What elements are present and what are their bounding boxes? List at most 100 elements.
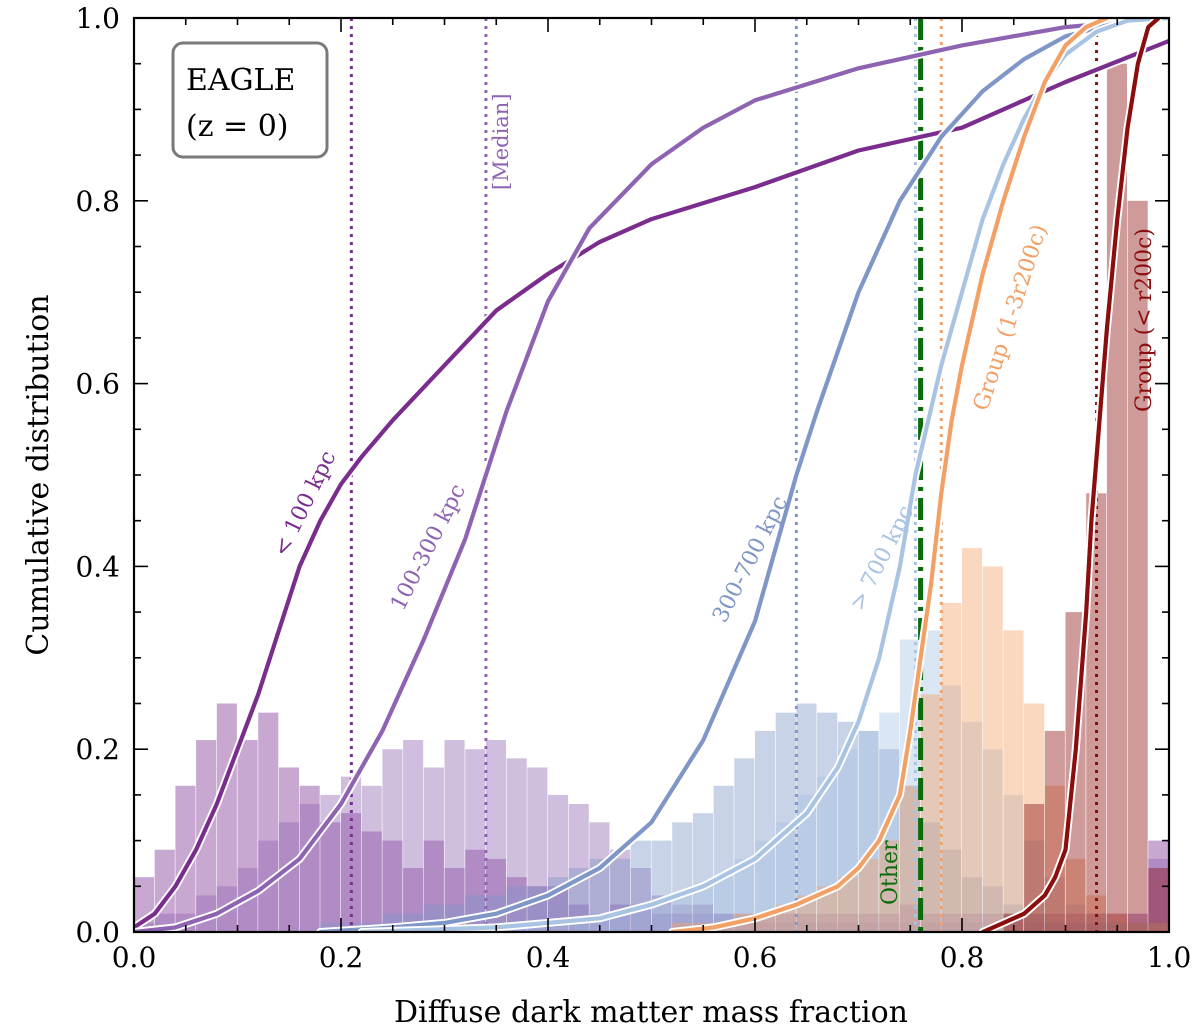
x-tick-label: 0.8 [940,941,985,974]
hist-bar-lt100-33 [817,913,838,932]
hist-bar-group_outer-38 [920,694,941,932]
hist-bar-c100_300-38 [920,922,941,932]
hist-bar-c100_300-40 [962,922,983,932]
hist-bar-c100_300-36 [879,922,900,932]
hist-bar-c100_300-20 [548,794,569,932]
hist-bar-lt100-8 [299,785,320,932]
hist-bar-group_inner-46 [1086,493,1107,932]
hist-bar-c300_700-25 [651,840,672,932]
hist-bar-group_outer-37 [899,785,920,932]
hist-bar-c100_300-15 [444,740,465,932]
hist-bar-gt700-48 [1127,922,1148,932]
hist-bar-group_outer-48 [1127,922,1148,932]
hist-bar-lt100-7 [278,767,299,932]
hist-bar-c100_300-39 [941,922,962,932]
x-tick-label: 1.0 [1147,941,1192,974]
hist-bar-c100_300-34 [837,922,858,932]
hist-bar-group_inner-49 [1148,868,1169,932]
hist-bar-c100_300-13 [403,740,424,932]
curve-label-group-outer: Group (1-3r200c) [969,222,1053,414]
hist-bar-c100_300-12 [382,749,403,932]
hist-bar-lt100-10 [341,813,362,932]
hist-bar-c300_700-40 [962,877,983,932]
hist-bar-group_outer-35 [858,858,879,932]
hist-bar-gt700-35 [858,730,879,932]
hist-bar-c300_700-38 [920,822,941,932]
hist-bar-c300_700-46 [1086,922,1107,932]
hist-bar-gt700-38 [920,630,941,932]
hist-bar-c300_700-43 [1024,913,1045,932]
hist-bar-gt700-42 [1003,794,1024,932]
hist-bar-lt100-45 [1065,913,1086,932]
hist-bar-group_outer-45 [1065,858,1086,932]
hist-bar-gt700-29 [734,858,755,932]
cdf-line-c300_700 [318,18,1169,932]
hist-bar-gt700-26 [672,895,693,932]
y-axis-title: Cumulative distribution [21,294,56,655]
hist-bar-c100_300-43 [1024,922,1045,932]
hist-bar-c300_700-35 [858,730,879,932]
hist-bar-gt700-20 [548,922,569,932]
hist-bar-c100_300-49 [1148,858,1169,932]
hist-bar-c100_300-46 [1086,922,1107,932]
hist-bar-c100_300-14 [423,767,444,932]
hist-bar-c300_700-31 [775,712,796,932]
legend-box: EAGLE (z = 0) [171,41,329,159]
hist-bar-group_inner-44 [1044,730,1065,932]
hist-bar-c100_300-35 [858,922,879,932]
hist-bar-c300_700-41 [982,886,1003,932]
hist-bar-c300_700-30 [755,730,776,932]
y-tick-label: 1.0 [75,2,120,35]
hist-bar-c100_300-17 [485,740,506,932]
hist-bar-gt700-21 [568,922,589,932]
cdf-curves-layer [134,18,1169,932]
hist-bar-group_outer-46 [1086,895,1107,932]
y-tick-label: 0.0 [75,916,120,949]
hist-bar-lt100-44 [1044,913,1065,932]
cdf-line-lt100 [134,38,1169,930]
hist-bar-gt700-39 [941,685,962,932]
x-tick-label: 0.6 [733,941,778,974]
hist-bar-gt700-27 [692,886,713,932]
hist-bar-group_inner-48 [1127,200,1148,932]
hist-bar-lt100-38 [920,913,941,932]
hist-bar-c300_700-39 [941,849,962,932]
hist-bar-lt100-12 [382,840,403,932]
hist-bar-c300_700-33 [817,712,838,932]
x-tick-label: 0.2 [319,941,364,974]
hist-bar-group_outer-39 [941,602,962,932]
hist-bar-lt100-25 [651,913,672,932]
hist-bar-lt100-5 [237,740,258,932]
hist-bar-c100_300-19 [527,767,548,932]
hist-bar-gt700-28 [713,877,734,932]
hist-bar-c300_700-44 [1044,922,1065,932]
hist-bar-group_outer-34 [837,877,858,932]
cdf-line-c100_300 [134,18,1169,932]
legend-frame [171,41,329,159]
hist-bar-lt100-2 [175,785,196,932]
hist-bar-lt100-47 [1106,913,1127,932]
hist-bar-c100_300-7 [278,822,299,932]
hist-bar-c300_700-45 [1065,922,1086,932]
hist-bar-lt100-35 [858,913,879,932]
hist-bar-lt100-39 [941,913,962,932]
hist-bar-c100_300-18 [506,758,527,932]
hist-bar-c100_300-26 [672,904,693,932]
curve-label-group-inner: Group (< r200c) [1132,228,1157,412]
y-tick-label: 0.6 [75,368,120,401]
hist-bar-group_outer-43 [1024,703,1045,932]
hist-bar-lt100-43 [1024,913,1045,932]
hist-bar-group_outer-33 [817,886,838,932]
hist-bar-c100_300-44 [1044,922,1065,932]
x-axis-title: Diffuse dark matter mass fraction [394,995,908,1030]
hist-bar-group_outer-47 [1106,913,1127,932]
hist-bar-lt100-15 [444,868,465,932]
hist-bar-c100_300-24 [630,868,651,932]
hist-bar-c100_300-45 [1065,922,1086,932]
cdf-line-group_outer [670,18,1109,932]
hist-bar-lt100-11 [361,831,382,932]
hist-bar-c100_300-22 [589,822,610,932]
hist-bar-group_outer-41 [982,566,1003,932]
hist-bar-c100_300-8 [299,804,320,932]
